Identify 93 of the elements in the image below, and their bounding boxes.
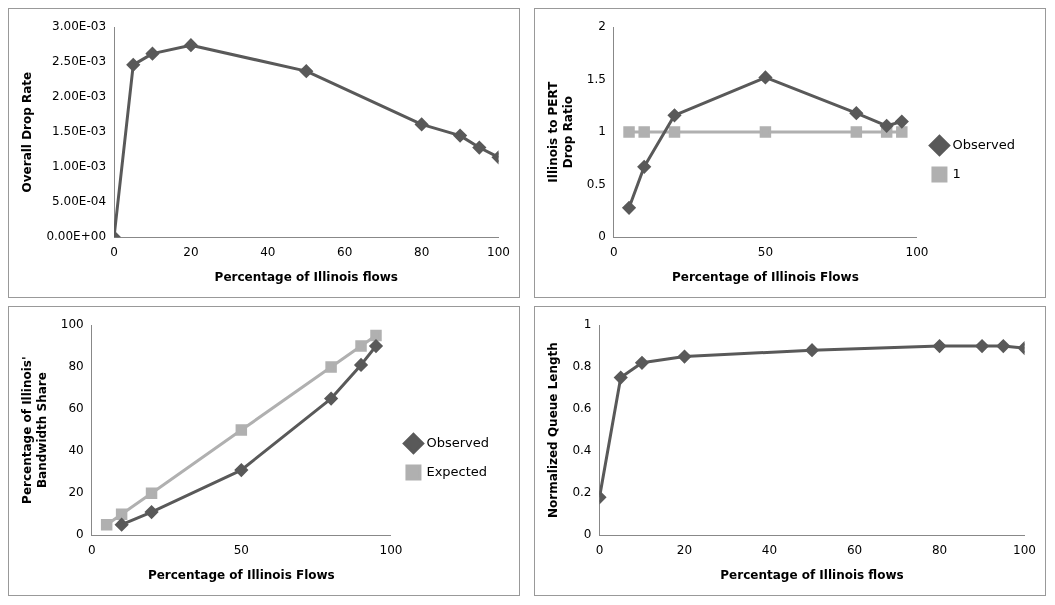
x-tick-label: 80	[414, 244, 430, 259]
y-tick-label: 0	[583, 527, 592, 542]
x-tick-label: 50	[233, 542, 249, 557]
y-axis-title: Illinois to PERT Drop Ratio	[546, 80, 575, 183]
y-tick-label: 5.00E-04	[52, 194, 107, 209]
point	[100, 518, 113, 531]
x-tick-label: 100	[487, 244, 510, 259]
x-axis-title: Percentage of Illinois Flows	[672, 269, 859, 284]
y-tick-label: 0.2	[572, 485, 592, 500]
x-tick-label: 20	[183, 244, 199, 259]
point	[145, 505, 159, 519]
point	[895, 115, 909, 129]
y-tick-label: 2.00E-03	[52, 89, 107, 104]
y-tick-label: 1.50E-03	[52, 124, 107, 139]
x-tick-label: 60	[337, 244, 353, 259]
legend-label: Expected	[426, 463, 488, 479]
legend-label: 1	[952, 165, 961, 181]
point	[637, 160, 651, 174]
point	[324, 392, 338, 406]
point	[850, 126, 863, 138]
point	[370, 329, 382, 342]
point	[759, 126, 772, 138]
y-tick-label: 2.50E-03	[52, 54, 107, 69]
point	[614, 371, 628, 385]
point	[896, 126, 908, 138]
legend-label: Observed	[426, 434, 489, 450]
point	[638, 126, 650, 138]
point	[668, 108, 681, 122]
point	[354, 358, 368, 372]
point	[678, 350, 691, 364]
y-tick-label: 2	[598, 19, 606, 34]
y-tick-label: 20	[68, 485, 84, 500]
x-tick-label: 60	[846, 542, 863, 557]
point	[145, 487, 158, 499]
point	[880, 119, 894, 133]
point	[933, 339, 947, 353]
y-axis-title: Percentage of Illinois' Bandwidth Share	[20, 356, 49, 504]
point	[668, 126, 681, 138]
point	[235, 424, 248, 436]
x-tick-label: 40	[761, 542, 778, 557]
y-tick-label: 1	[598, 124, 606, 139]
x-tick-label: 20	[676, 542, 693, 557]
y-tick-label: 0.4	[572, 443, 592, 458]
y-axis-title: Overall Drop Rate	[20, 71, 35, 193]
point	[115, 518, 129, 532]
x-tick-label: 100	[1013, 542, 1036, 557]
point	[623, 126, 635, 138]
y-tick-label: 0	[598, 229, 606, 244]
point	[299, 64, 313, 78]
point	[145, 47, 159, 61]
y-tick-label: 40	[68, 443, 84, 458]
point	[369, 339, 383, 353]
y-tick-label: 1.00E-03	[52, 159, 107, 174]
point	[622, 201, 636, 215]
x-axis-title: Percentage of Illinois flows	[214, 269, 398, 284]
x-tick-label: 40	[260, 244, 276, 259]
x-tick-label: 80	[931, 542, 948, 557]
point	[126, 58, 140, 72]
point	[355, 340, 367, 352]
y-tick-label: 0	[76, 527, 84, 542]
x-tick-label: 0	[110, 244, 118, 259]
point	[234, 463, 248, 477]
y-tick-label: 80	[68, 359, 84, 374]
y-tick-label: 0.8	[572, 359, 592, 374]
x-tick-label: 50	[757, 244, 774, 259]
y-tick-label: 1	[583, 317, 592, 332]
point	[758, 70, 772, 84]
point	[115, 508, 128, 520]
y-tick-label: 0.6	[572, 401, 592, 416]
y-tick-label: 3.00E-03	[52, 19, 107, 34]
point	[184, 38, 198, 52]
y-tick-label: 0.5	[586, 176, 606, 191]
legend-label: Observed	[952, 136, 1015, 152]
x-axis-title: Percentage of Illinois Flows	[147, 567, 335, 582]
y-tick-label: 100	[60, 317, 84, 332]
point	[849, 106, 863, 120]
x-tick-label: 100	[379, 542, 403, 557]
y-tick-label: 0.00E+00	[46, 229, 107, 244]
point	[805, 343, 819, 357]
x-tick-label: 0	[87, 542, 96, 557]
point	[635, 356, 649, 370]
point	[415, 117, 429, 131]
x-tick-label: 0	[610, 244, 618, 259]
x-tick-label: 100	[905, 244, 929, 259]
y-tick-label: 1.5	[586, 71, 606, 86]
y-axis-title: Normalized Queue Length	[546, 342, 561, 519]
x-axis-title: Percentage of Illinois flows	[720, 567, 904, 582]
y-tick-label: 60	[68, 401, 84, 416]
point	[453, 129, 467, 143]
point	[996, 339, 1010, 353]
point	[472, 141, 486, 155]
point	[975, 339, 989, 353]
point	[325, 361, 337, 373]
